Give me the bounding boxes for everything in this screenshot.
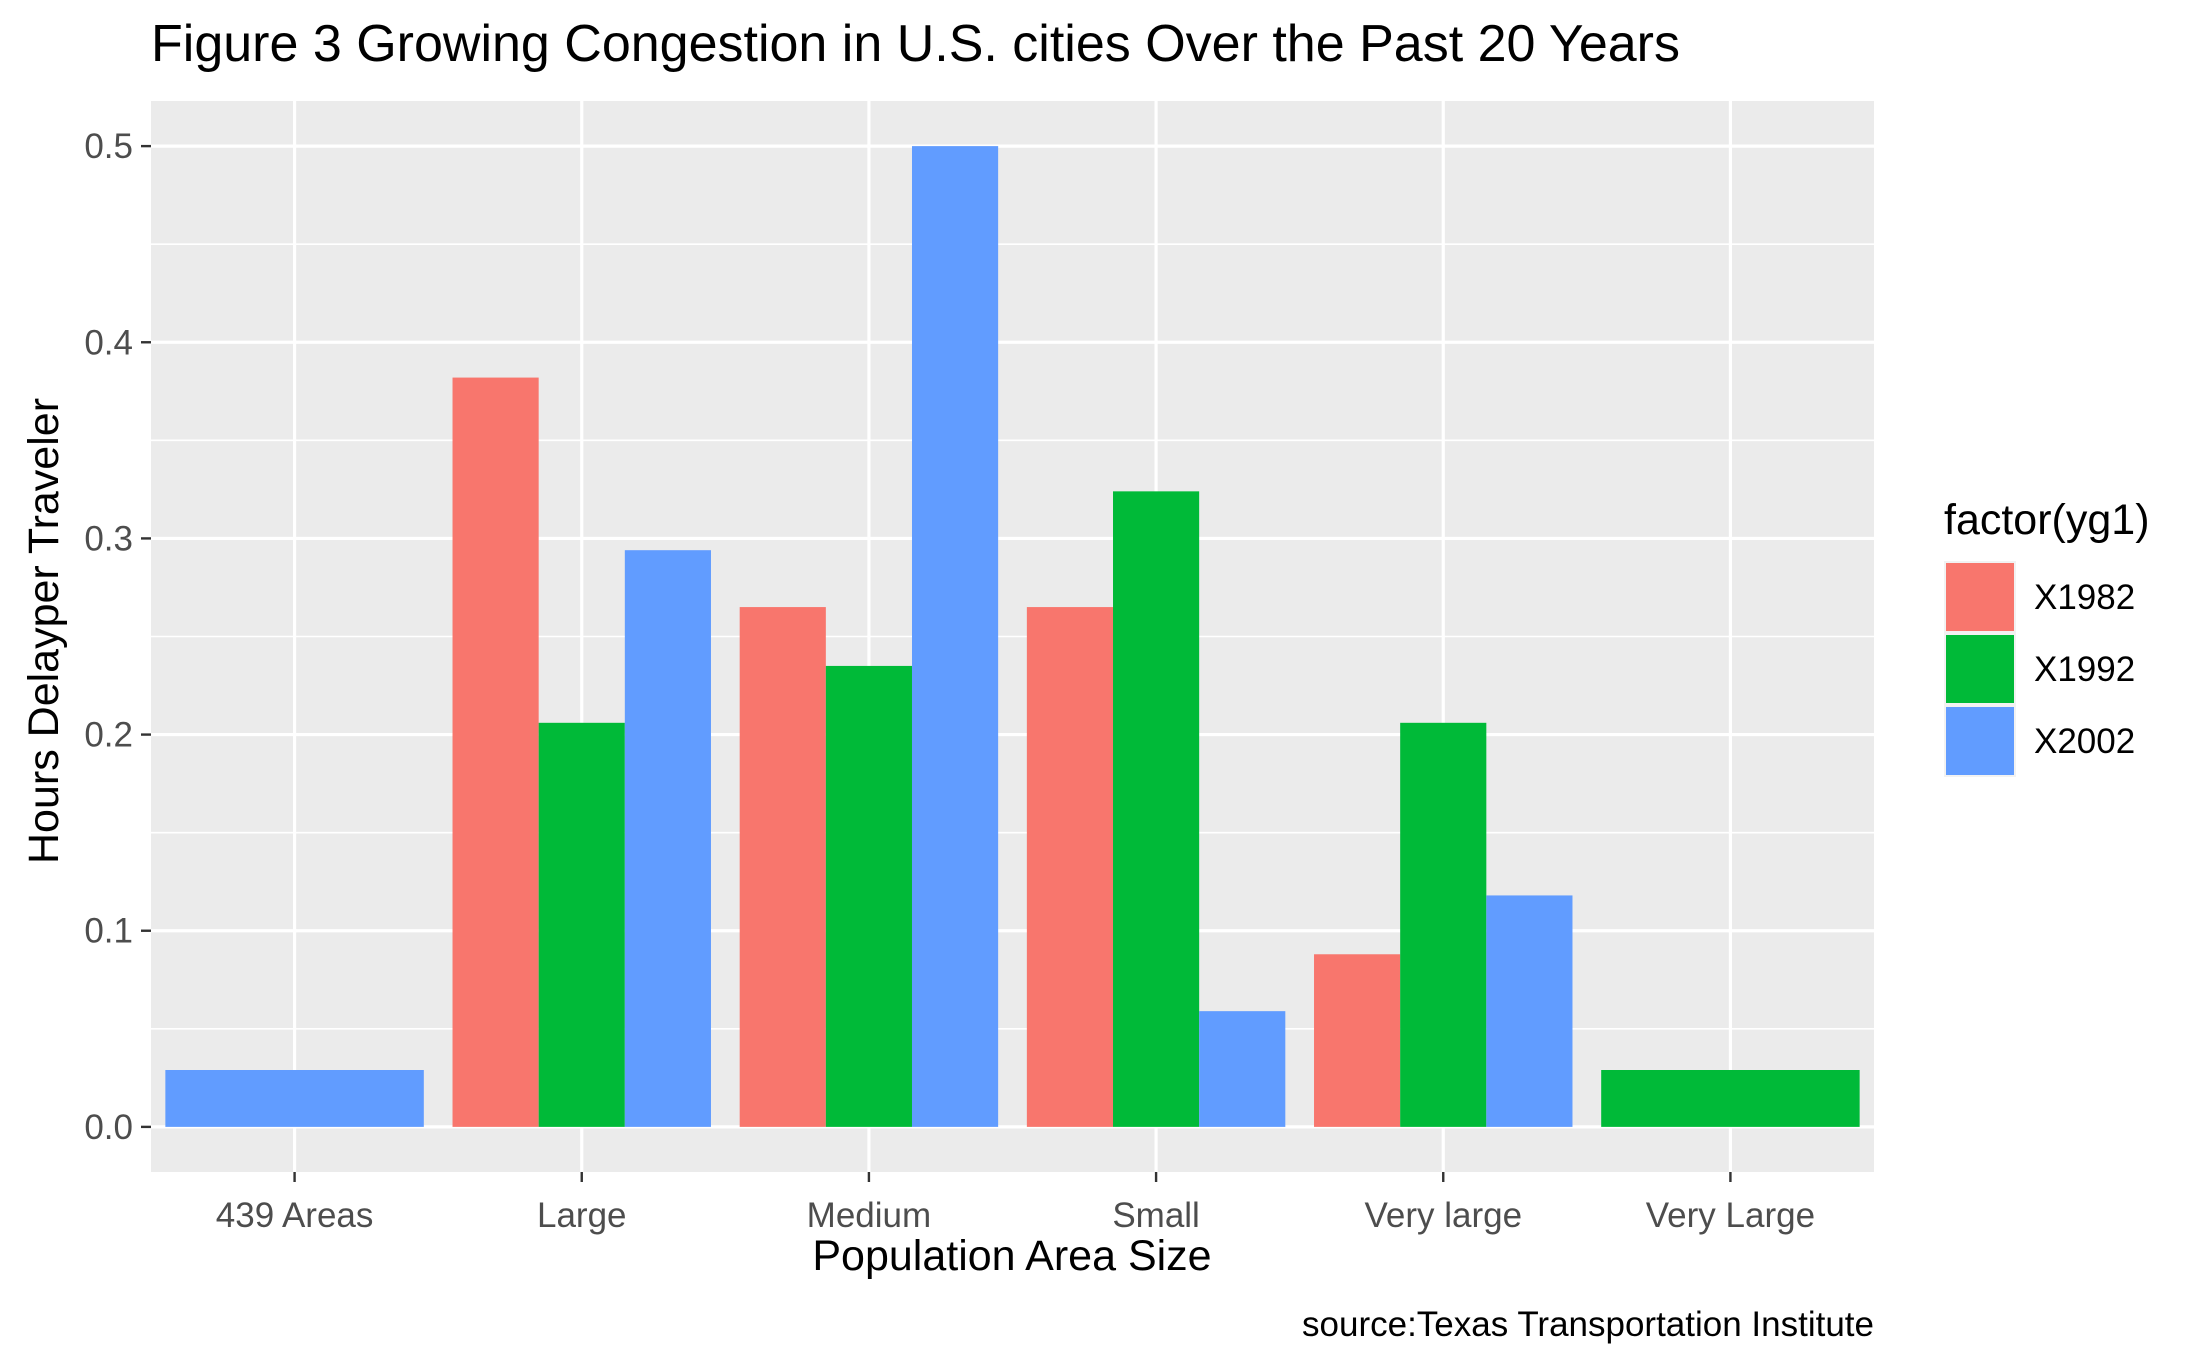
source-caption: source:Texas Transportation Institute xyxy=(1302,1305,1874,1344)
y-tick-label: 0.1 xyxy=(84,912,133,951)
bar xyxy=(624,550,711,1127)
bar xyxy=(1400,722,1487,1127)
y-tick-label: 0.5 xyxy=(84,127,133,166)
legend-title: factor(yg1) xyxy=(1944,496,2150,544)
y-axis: 0.0 0.1 0.2 0.3 0.4 0.5 xyxy=(84,127,151,1147)
bar xyxy=(911,146,999,1127)
bar xyxy=(739,607,826,1127)
legend-label: X1992 xyxy=(2034,650,2135,689)
bar xyxy=(825,665,912,1127)
y-tick-label: 0.4 xyxy=(84,323,133,362)
y-tick-label: 0.2 xyxy=(84,716,133,755)
bar xyxy=(1026,607,1114,1127)
legend-key xyxy=(1946,635,2014,703)
y-tick-label: 0.0 xyxy=(84,1108,133,1147)
legend-label: X1982 xyxy=(2034,578,2135,617)
bar xyxy=(1199,1011,1286,1127)
bar xyxy=(1113,491,1200,1127)
legend: factor(yg1) X1982 X1992 X2002 xyxy=(1944,496,2150,777)
bar xyxy=(1314,954,1401,1127)
y-axis-title: Hours Delayper Traveler xyxy=(20,398,68,864)
bar xyxy=(452,377,539,1127)
legend-label: X2002 xyxy=(2034,722,2135,761)
legend-key xyxy=(1946,707,2014,775)
x-axis-title: Population Area Size xyxy=(812,1232,1211,1280)
x-tick-label: 439 Areas xyxy=(216,1196,374,1235)
x-tick-label: Large xyxy=(537,1196,627,1235)
minor-grid xyxy=(151,243,1874,1030)
legend-key xyxy=(1946,563,2014,631)
x-tick-label: Very Large xyxy=(1646,1196,1815,1235)
chart-title: Figure 3 Growing Congestion in U.S. citi… xyxy=(151,15,1680,73)
bar xyxy=(1601,1070,1860,1127)
x-tick-label: Very large xyxy=(1364,1196,1522,1235)
y-tick-label: 0.3 xyxy=(84,519,133,558)
x-tick-label: Medium xyxy=(807,1196,931,1235)
bar xyxy=(165,1070,424,1127)
bar xyxy=(1486,895,1573,1127)
x-axis: 439 Areas Large Medium Small Very large Very … xyxy=(216,1172,1815,1235)
bars xyxy=(165,146,1860,1127)
x-tick-label: Small xyxy=(1112,1196,1200,1235)
bar xyxy=(538,722,625,1127)
